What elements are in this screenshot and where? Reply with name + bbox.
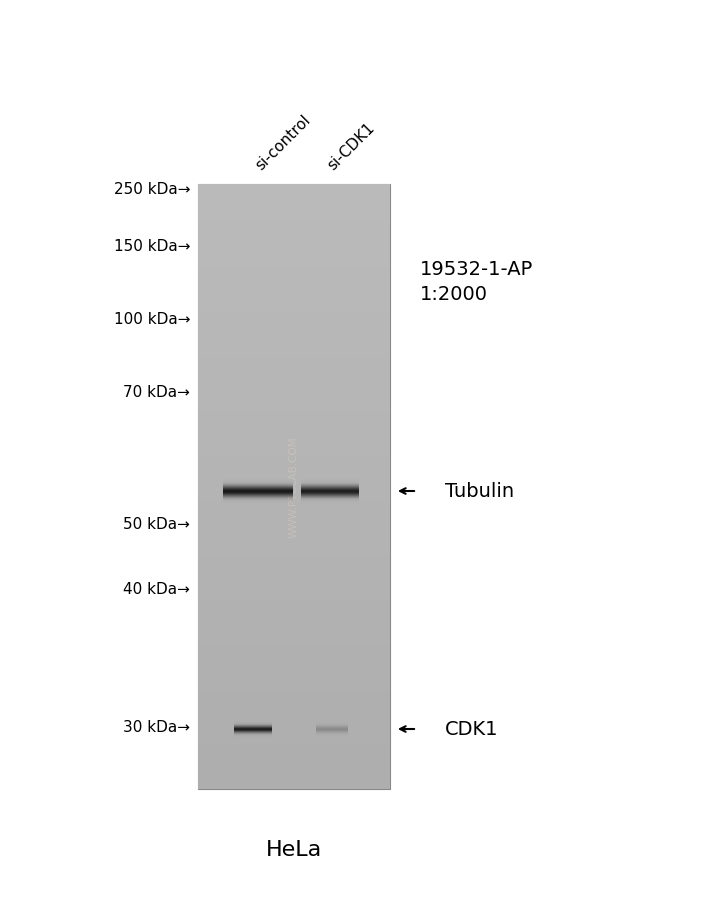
Bar (198, 608, 390, 615)
Bar (198, 313, 390, 321)
Text: si-control: si-control (252, 112, 313, 173)
Text: Tubulin: Tubulin (445, 482, 514, 501)
Bar (198, 306, 390, 313)
Bar (198, 404, 390, 411)
Bar (198, 358, 390, 366)
Bar (198, 660, 390, 668)
Bar (198, 237, 390, 245)
Bar (198, 539, 390, 548)
Bar (198, 729, 390, 736)
Bar (198, 510, 390, 517)
Bar (198, 427, 390, 434)
Bar (198, 623, 390, 630)
Text: 50 kDa→: 50 kDa→ (123, 517, 190, 532)
Bar (198, 253, 390, 261)
Bar (198, 200, 390, 207)
Bar (198, 275, 390, 283)
Bar (198, 630, 390, 638)
Bar (198, 593, 390, 600)
Bar (198, 638, 390, 646)
Bar (198, 351, 390, 358)
Bar (198, 736, 390, 744)
Bar (198, 215, 390, 223)
Bar (198, 767, 390, 774)
Bar (198, 502, 390, 510)
Bar (198, 442, 390, 449)
Bar (198, 713, 390, 721)
Bar (198, 615, 390, 623)
Bar (198, 298, 390, 306)
Bar (198, 585, 390, 593)
Bar (198, 283, 390, 290)
Bar (198, 570, 390, 577)
Bar (198, 759, 390, 767)
Bar (198, 525, 390, 532)
Bar (198, 744, 390, 751)
Bar (198, 185, 390, 789)
Bar (198, 472, 390, 479)
Bar (198, 517, 390, 525)
Bar (198, 751, 390, 759)
Bar (198, 456, 390, 465)
Bar (198, 721, 390, 729)
Bar (198, 532, 390, 539)
Bar (198, 577, 390, 585)
Bar (198, 465, 390, 472)
Bar (198, 185, 390, 192)
Text: 30 kDa→: 30 kDa→ (123, 720, 190, 735)
Bar (198, 668, 390, 676)
Text: si-CDK1: si-CDK1 (324, 120, 377, 173)
Bar (198, 479, 390, 487)
Bar (198, 434, 390, 442)
Bar (198, 676, 390, 684)
Bar (198, 261, 390, 268)
Bar (198, 691, 390, 698)
Bar (198, 207, 390, 215)
Bar (198, 706, 390, 713)
Bar (198, 411, 390, 419)
Bar (198, 600, 390, 608)
Text: 250 kDa→: 250 kDa→ (114, 182, 190, 198)
Bar (198, 774, 390, 781)
Bar (198, 328, 390, 336)
Bar (198, 382, 390, 389)
Bar (198, 230, 390, 237)
Bar (198, 646, 390, 653)
Bar (198, 494, 390, 502)
Bar (198, 449, 390, 456)
Bar (198, 563, 390, 570)
Bar (198, 268, 390, 275)
Bar (198, 555, 390, 563)
Bar (198, 389, 390, 396)
Bar (198, 344, 390, 351)
Bar (198, 373, 390, 382)
Bar (198, 653, 390, 660)
Bar (198, 781, 390, 789)
Text: 150 kDa→: 150 kDa→ (114, 239, 190, 254)
Text: CDK1: CDK1 (445, 720, 498, 739)
Text: WWW.PTGLAB.COM: WWW.PTGLAB.COM (289, 437, 299, 538)
Bar (198, 419, 390, 427)
Text: HeLa: HeLa (266, 839, 322, 859)
Bar (198, 290, 390, 298)
Text: 40 kDa→: 40 kDa→ (123, 582, 190, 597)
Text: 70 kDa→: 70 kDa→ (123, 385, 190, 400)
Bar (198, 366, 390, 373)
Bar (198, 336, 390, 344)
Bar (198, 684, 390, 691)
Bar (198, 245, 390, 253)
Text: 19532-1-AP
1:2000: 19532-1-AP 1:2000 (420, 260, 533, 304)
Bar (198, 487, 390, 494)
Bar (198, 548, 390, 555)
Bar (198, 698, 390, 706)
Bar (198, 321, 390, 328)
Bar (198, 396, 390, 404)
Bar (198, 192, 390, 200)
Bar (198, 223, 390, 230)
Text: 100 kDa→: 100 kDa→ (114, 312, 190, 327)
